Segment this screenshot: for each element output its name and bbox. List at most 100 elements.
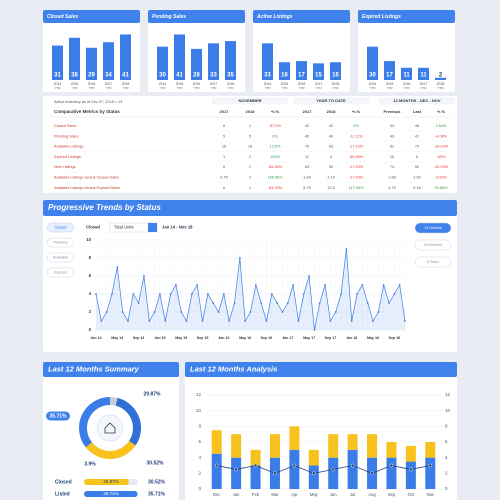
dropdown-arrow[interactable]: [148, 223, 157, 232]
column-header: Last: [413, 109, 422, 114]
x-tick-label: May 17: [303, 336, 315, 340]
stacked-bar: [328, 457, 339, 489]
group-header: YEAR TO DATE: [316, 98, 346, 103]
bar: [296, 61, 307, 80]
table-cell: 46: [415, 124, 419, 128]
y-tick-label: 6: [89, 273, 92, 278]
bar: [418, 67, 429, 80]
stacked-bar: [386, 442, 397, 458]
year-label: 2015: [176, 82, 184, 86]
stacked-bar: [347, 449, 358, 489]
range-button[interactable]: [414, 256, 452, 268]
line-point: [206, 293, 209, 295]
line-point: [388, 302, 390, 304]
x-tick-label: Dec: [213, 492, 220, 497]
line-point: [302, 293, 305, 295]
line-point: [233, 302, 236, 304]
x-tick-label: Apr: [291, 492, 298, 497]
status-button[interactable]: [46, 267, 75, 278]
bar-label: 11: [403, 73, 410, 79]
table-cell: 6: [223, 186, 225, 190]
stacked-bar: [269, 434, 280, 458]
x-tick-label: Jan: [233, 492, 240, 497]
year-label: 2014: [54, 82, 62, 86]
ytd-label: YTD: [160, 86, 167, 90]
donut-icon-bg: [96, 414, 124, 442]
bar: [86, 47, 97, 80]
panel-header: [185, 362, 457, 377]
table-cell: 15: [390, 155, 394, 159]
ytd-label: YTD: [228, 86, 235, 90]
table-cell: 1.52: [413, 176, 420, 180]
y2-tick-label: 4: [445, 455, 448, 460]
line-point: [334, 311, 337, 313]
status-button[interactable]: [46, 237, 75, 248]
card-title: Active Listings: [256, 14, 293, 20]
line-point: [217, 311, 220, 313]
bar: [330, 62, 341, 80]
x-tick-label: Jan 15: [154, 336, 165, 340]
x-tick-label: Jan 16: [218, 336, 229, 340]
ytd-label: YTD: [265, 86, 272, 90]
trend-point: [234, 467, 238, 472]
panel: [185, 362, 457, 500]
table-cell: -27.53%: [349, 165, 364, 169]
table-cell: 82: [390, 145, 394, 149]
range-button[interactable]: [414, 222, 452, 234]
line-point: [238, 257, 241, 259]
table-panel: [43, 96, 457, 193]
range-button[interactable]: [414, 239, 452, 251]
y-tick-label: 2: [89, 309, 92, 314]
table-cell: Closed Sales: [54, 124, 76, 128]
y-tick-label: 10: [196, 408, 202, 413]
row-name: Closed: [55, 479, 72, 485]
ytd-label: YTD: [421, 86, 428, 90]
table-note: Active inventory as of Dec 07, 2018 = 13: [54, 100, 122, 104]
table-cell: 44: [390, 124, 394, 128]
trend-point: [389, 463, 394, 468]
stacked-bar: [386, 457, 397, 489]
status-button[interactable]: [46, 252, 75, 263]
table-cell: -4.08%: [435, 134, 448, 138]
table-cell: -66.66%: [349, 155, 364, 159]
table-cell: 45: [305, 134, 309, 138]
table-cell: 2: [249, 176, 251, 180]
line-point: [105, 311, 108, 313]
bar-label: 16: [332, 73, 339, 79]
year-label: 2014: [369, 82, 377, 86]
line-point: [393, 293, 396, 295]
line-point: [372, 320, 374, 322]
y-tick-label: 8: [198, 424, 201, 429]
table-cell: 49: [390, 134, 394, 138]
line-point: [265, 320, 268, 322]
table-cell: 0%: [353, 124, 359, 128]
table-cell: Available Listings versus Closed Sales: [54, 176, 119, 180]
x-tick-label: Sep 17: [325, 336, 337, 340]
x-tick-label: May 15: [175, 336, 187, 340]
line-point: [212, 302, 215, 304]
column-header: Previous: [384, 109, 402, 114]
year-label: 2016: [403, 82, 411, 86]
table-cell: 12: [305, 155, 309, 159]
table-cell: 5: [223, 134, 225, 138]
x-tick-label: Jan 14: [90, 336, 101, 340]
year-label: 2018: [122, 82, 130, 86]
table-cell: Pending Sales: [54, 134, 79, 138]
bar-label: 34: [105, 73, 112, 79]
line-point: [164, 320, 167, 322]
stacked-bar: [289, 449, 300, 489]
table-cell: 18: [248, 145, 252, 149]
donut-label: 3.9%: [84, 461, 96, 467]
line-point: [132, 293, 135, 295]
group-header-bg: [379, 97, 455, 105]
status-button-label: Pending: [54, 241, 68, 245]
year-label: 2018: [437, 82, 445, 86]
x-tick-label: Oct: [408, 492, 415, 497]
line-point: [127, 320, 129, 322]
bar: [103, 42, 114, 80]
table-cell: 12.5%: [270, 145, 281, 149]
status-button[interactable]: [46, 222, 75, 233]
stacked-bar: [425, 442, 436, 458]
table-cell: Expired Listings: [54, 155, 81, 159]
panel-header: [43, 362, 179, 377]
